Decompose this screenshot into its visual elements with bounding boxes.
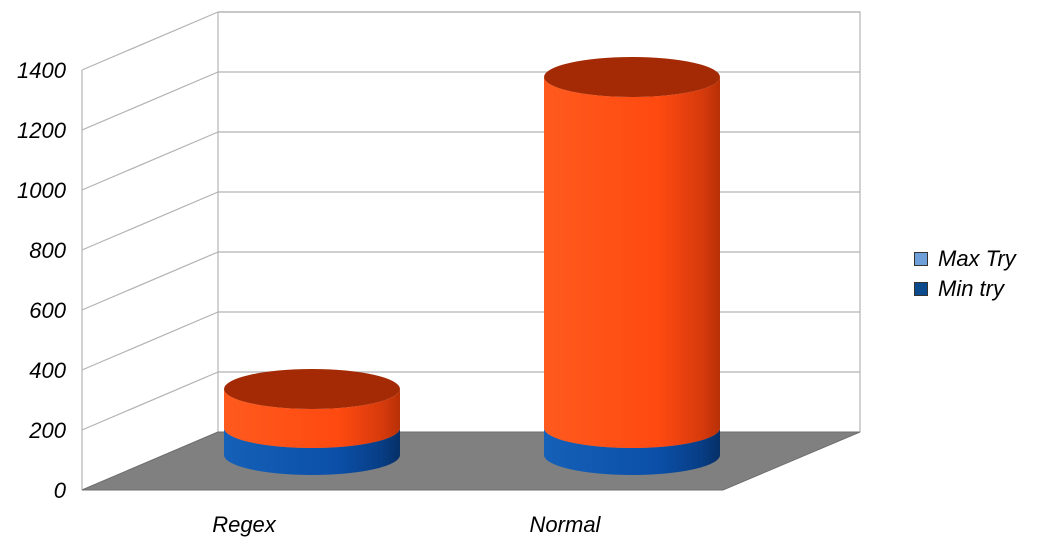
legend-item-min-try: Min try [914, 274, 1016, 304]
gridline-side [81, 371, 219, 431]
legend: Max Try Min try [914, 244, 1016, 304]
x-category-label: Regex [212, 512, 277, 537]
y-tick-label: 1400 [17, 58, 67, 83]
bar-segment-max-try [544, 77, 720, 448]
gridline-side [81, 191, 219, 251]
gridline-side [81, 71, 219, 131]
legend-label-min-try: Min try [938, 276, 1004, 301]
y-tick-label: 600 [29, 298, 66, 323]
back-wall-frame [218, 11, 861, 432]
bar-top-cap [544, 57, 720, 97]
gridline-side [81, 11, 219, 71]
y-tick-label: 1000 [17, 178, 67, 203]
gridline-side [81, 131, 219, 191]
y-axis-tick-labels: 0 200 400 600 800 1000 1200 1400 [17, 58, 67, 503]
bar-segment-min-try [224, 428, 400, 475]
legend-label-max-try: Max Try [938, 246, 1016, 271]
bar-segment-max-try [224, 389, 400, 448]
gridline-side [81, 311, 219, 371]
gridline-side [81, 251, 219, 311]
bar-stack-normal [544, 57, 720, 475]
y-tick-label: 0 [54, 478, 67, 503]
y-tick-label: 800 [29, 238, 66, 263]
gridlines [81, 11, 860, 491]
y-tick-label: 400 [29, 358, 66, 383]
chart-floor [81, 431, 861, 491]
y-tick-label: 200 [28, 418, 66, 443]
x-category-label: Normal [530, 512, 602, 537]
bar-segment-min-try [544, 428, 720, 475]
y-tick-label: 1200 [17, 118, 67, 143]
bar-stack-regex [224, 369, 400, 475]
legend-swatch-max-try [914, 252, 928, 266]
bars [224, 57, 720, 475]
legend-swatch-min-try [914, 282, 928, 296]
chart-walls [81, 11, 861, 490]
floor-plane [81, 431, 861, 491]
x-axis-category-labels: Regex Normal [212, 512, 601, 537]
legend-item-max-try: Max Try [914, 244, 1016, 274]
bar-top-cap [224, 369, 400, 409]
